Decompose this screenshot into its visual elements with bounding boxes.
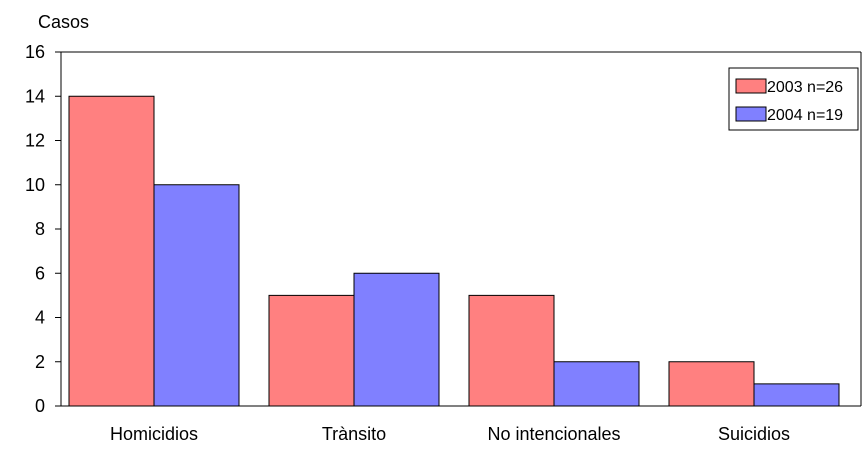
bar-homicidios-series-1 (68, 95, 155, 407)
legend-swatch (735, 78, 767, 94)
bar-no-intencionales-series-2 (553, 361, 640, 407)
legend-label: 2004 n=19 (767, 107, 843, 124)
x-category-label: No intencionales (487, 424, 620, 444)
y-tick-label: 10 (25, 175, 45, 195)
bars (68, 95, 840, 407)
bar-tr-nsito-series-1 (268, 294, 355, 407)
y-tick-label: 4 (35, 308, 45, 328)
y-tick-label: 16 (25, 42, 45, 62)
legend-swatch (735, 106, 767, 122)
y-tick-label: 8 (35, 219, 45, 239)
bar-suicidios-series-1 (668, 361, 755, 407)
y-tick-label: 6 (35, 263, 45, 283)
y-tick-label: 14 (25, 86, 45, 106)
x-category-label: Suicidios (718, 424, 790, 444)
y-axis-title: Casos (38, 12, 89, 32)
y-axis: 0 2 4 6 8 10 12 14 16 (25, 42, 61, 416)
bar-suicidios-series-2 (753, 383, 840, 407)
x-category-label: Homicidios (110, 424, 198, 444)
bar-no-intencionales-series-1 (468, 294, 555, 407)
x-category-label: Trànsito (322, 424, 386, 444)
legend: 2003 n=26 2004 n=19 (728, 67, 859, 131)
y-tick-label: 0 (35, 396, 45, 416)
x-axis: Homicidios Trànsito No intencionales Suicid… (110, 424, 790, 444)
bar-homicidios-series-2 (153, 184, 240, 407)
bar-tr-nsito-series-2 (353, 272, 440, 407)
legend-label: 2003 n=26 (767, 79, 843, 96)
y-tick-label: 2 (35, 352, 45, 372)
y-tick-label: 12 (25, 131, 45, 151)
